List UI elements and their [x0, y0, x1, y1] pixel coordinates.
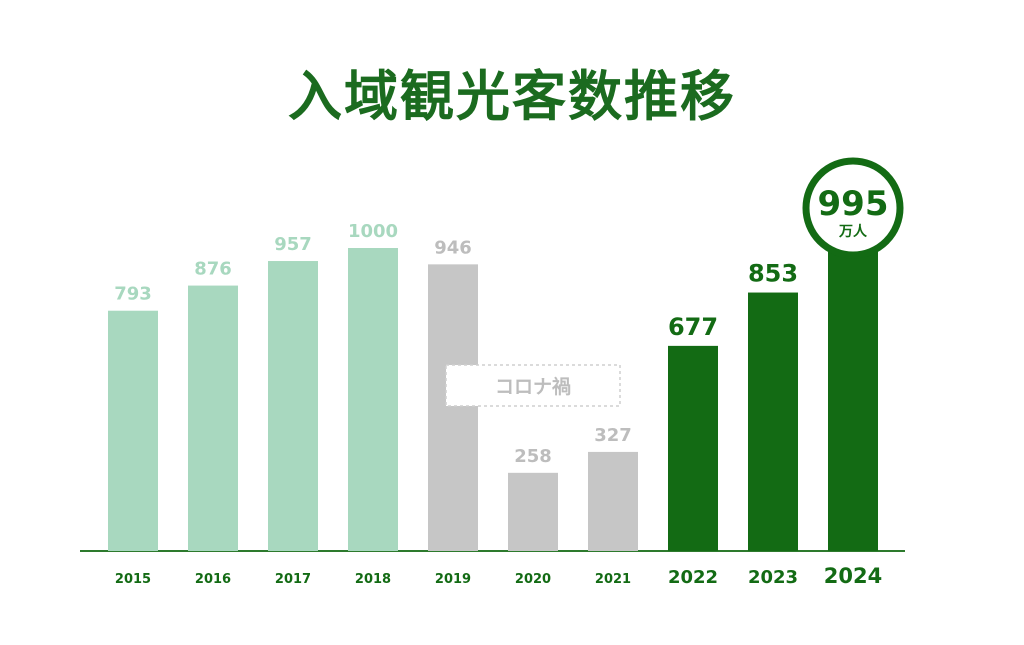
highlight-value: 995	[818, 184, 889, 224]
x-tick-2015: 2015	[115, 572, 151, 587]
bar-2019	[428, 264, 478, 551]
bar-2015	[108, 310, 158, 551]
highlight-circle	[802, 157, 904, 259]
x-tick-2020: 2020	[515, 572, 551, 587]
bar-2023	[748, 292, 798, 551]
data-label-2023: 853	[748, 260, 798, 288]
highlight-unit: 万人	[838, 223, 868, 240]
data-label-2019: 946	[434, 237, 472, 258]
covid-annotation-box	[445, 364, 621, 407]
chart-title: 入域観光客数推移	[288, 65, 736, 128]
data-label-2018: 1000	[348, 221, 398, 242]
x-tick-2021: 2021	[595, 572, 631, 587]
x-tick-2017: 2017	[275, 572, 311, 587]
x-tick-2022: 2022	[668, 567, 718, 588]
data-label-2021: 327	[594, 425, 632, 446]
covid-annotation-label: コロナ禍	[495, 375, 571, 398]
data-label-2016: 876	[194, 259, 232, 280]
x-tick-2019: 2019	[435, 572, 471, 587]
x-tick-2016: 2016	[195, 572, 231, 587]
data-label-2017: 957	[274, 234, 312, 255]
data-label-2022: 677	[668, 313, 718, 341]
data-label-2020: 258	[514, 446, 552, 467]
data-label-2015: 793	[114, 284, 152, 305]
bar-2018	[348, 248, 398, 551]
bar-2016	[188, 285, 238, 551]
bar-2017	[268, 261, 318, 551]
bar-2022	[668, 345, 718, 551]
bar-2021	[588, 451, 638, 551]
bar-2024	[828, 249, 878, 551]
x-tick-2018: 2018	[355, 572, 391, 587]
x-tick-2023: 2023	[748, 567, 798, 588]
x-tick-2024: 2024	[824, 564, 882, 588]
bar-2020	[508, 472, 558, 551]
